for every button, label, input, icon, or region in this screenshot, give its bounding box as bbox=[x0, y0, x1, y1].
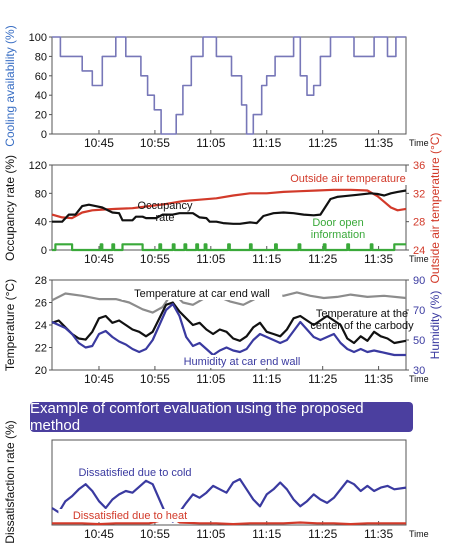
y2-tick-label: 36 bbox=[413, 160, 425, 172]
y-tick-label: 100 bbox=[29, 32, 47, 44]
comfort-evaluation-banner: Example of comfort evaluation using the … bbox=[30, 400, 413, 434]
series-line-2-1 bbox=[51, 301, 407, 345]
annotation-bg bbox=[170, 355, 314, 368]
x-tick-label: 10:45 bbox=[84, 136, 114, 150]
x-tick-label: 11:25 bbox=[308, 252, 337, 266]
y-axis-label: Cooling availability (%) bbox=[3, 25, 17, 146]
y-tick-label: 60 bbox=[35, 71, 47, 83]
y-tick-label: 28 bbox=[35, 275, 47, 287]
y-tick-label: 120 bbox=[29, 160, 47, 172]
y-tick-label: 80 bbox=[35, 51, 47, 63]
x-tick-label: 11:25 bbox=[308, 527, 337, 541]
series-line-0-0 bbox=[52, 36, 406, 135]
y2-tick-label: 90 bbox=[413, 275, 425, 287]
series-line-3-0 bbox=[51, 478, 407, 523]
y2-tick-label: 24 bbox=[413, 245, 425, 257]
x-tick-label: 10:55 bbox=[140, 372, 170, 386]
y2-tick-label: 28 bbox=[413, 217, 425, 229]
series-line-1-1 bbox=[52, 189, 407, 225]
x-unit-label: Time bbox=[409, 138, 429, 148]
annotation-bg bbox=[63, 466, 207, 479]
y-tick-label: 20 bbox=[35, 365, 47, 377]
x-tick-label: 11:35 bbox=[364, 136, 393, 150]
series-line-2-2 bbox=[51, 302, 406, 357]
x-tick-label: 11:25 bbox=[308, 372, 337, 386]
x-tick-label: 11:05 bbox=[196, 252, 225, 266]
plot-frame-0 bbox=[51, 36, 407, 135]
y2-tick-label: 30 bbox=[413, 365, 425, 377]
y-tick-label: 24 bbox=[35, 320, 47, 332]
x-unit-label: Time bbox=[409, 374, 429, 384]
x-tick-label: 11:05 bbox=[196, 372, 225, 386]
annotation-label: Dissatisfied due to heat bbox=[73, 510, 187, 522]
banner-text: Example of comfort evaluation using the … bbox=[30, 400, 364, 434]
annotation-label: Outside air temperature bbox=[290, 173, 406, 185]
x-unit-label: Time bbox=[409, 254, 429, 264]
y-tick-label: 22 bbox=[35, 343, 47, 355]
x-tick-label: 11:35 bbox=[364, 372, 393, 386]
annotation-label: Door open information bbox=[311, 217, 365, 241]
series-line-3-1 bbox=[52, 515, 406, 526]
y-tick-label: 40 bbox=[35, 90, 47, 102]
x-tick-label: 11:15 bbox=[252, 136, 281, 150]
annotation-bg bbox=[279, 172, 417, 185]
y-tick-label: 0 bbox=[41, 129, 47, 141]
y-axis-label: Occupancy rate (%) bbox=[3, 155, 17, 261]
x-tick-label: 10:45 bbox=[84, 372, 114, 386]
annotation-label: Occupancy rate bbox=[137, 200, 193, 224]
x-tick-label: 11:25 bbox=[308, 136, 337, 150]
x-tick-label: 11:15 bbox=[252, 527, 281, 541]
y-tick-label: 0 bbox=[41, 245, 47, 257]
x-tick-label: 10:55 bbox=[140, 136, 170, 150]
x-tick-label: 11:35 bbox=[364, 252, 393, 266]
y2-axis-label: Outside air temperature (°C) bbox=[428, 133, 442, 284]
series-line-1-2 bbox=[52, 243, 406, 252]
y-tick-label: 20 bbox=[35, 110, 47, 122]
annotation-bg bbox=[121, 287, 283, 300]
x-tick-label: 11:15 bbox=[252, 372, 281, 386]
y2-tick-label: 70 bbox=[413, 305, 425, 317]
annotation-label: Temperature at the center of the carbody bbox=[310, 308, 414, 332]
y2-tick-label: 32 bbox=[413, 188, 425, 200]
annotation-label: Dissatisfied due to cold bbox=[78, 467, 191, 479]
x-tick-label: 11:15 bbox=[252, 252, 281, 266]
y-axis-label: Dissatisfaction rate (%) bbox=[3, 420, 17, 543]
y-tick-label: 26 bbox=[35, 298, 47, 310]
x-unit-label: Time bbox=[409, 529, 429, 539]
x-tick-label: 11:35 bbox=[364, 527, 393, 541]
annotation-label: Humidity at car end wall bbox=[184, 356, 301, 368]
x-tick-label: 10:45 bbox=[84, 252, 114, 266]
annotation-label: Temperature at car end wall bbox=[134, 288, 270, 300]
x-tick-label: 11:05 bbox=[196, 136, 225, 150]
x-tick-label: 10:55 bbox=[140, 252, 170, 266]
y2-axis-label: Humidity (%) bbox=[428, 291, 442, 360]
y-axis-label: Temperature (°C) bbox=[3, 279, 17, 371]
x-tick-label: 11:05 bbox=[196, 527, 225, 541]
x-tick-label: 10:45 bbox=[84, 527, 114, 541]
y-tick-label: 80 bbox=[35, 188, 47, 200]
y-tick-label: 40 bbox=[35, 217, 47, 229]
annotation-bg bbox=[58, 509, 202, 522]
x-tick-label: 10:55 bbox=[140, 527, 170, 541]
y2-tick-label: 50 bbox=[413, 335, 425, 347]
